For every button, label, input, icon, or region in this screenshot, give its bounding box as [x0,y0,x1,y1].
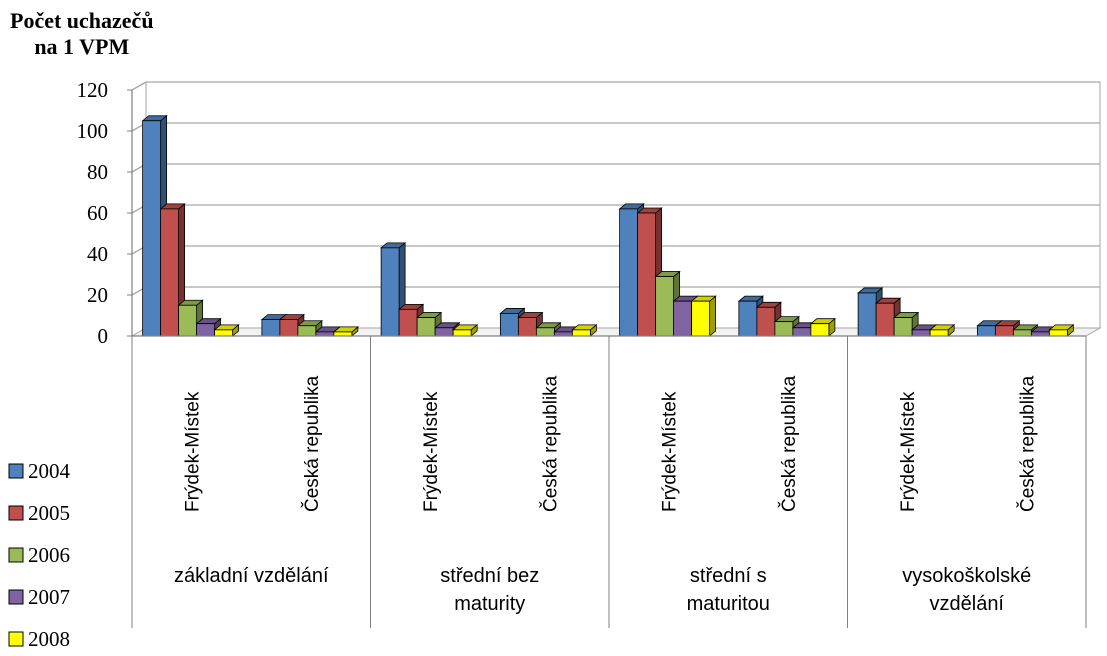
bar [810,323,830,337]
bar [452,329,472,337]
bar [535,327,555,337]
y-axis-title: Počet uchazečů na 1 VPM [10,8,154,60]
bar [637,212,657,337]
x-subcategory-label: Frýdek-Místek [421,391,442,512]
y-tick-label: 40 [87,242,108,266]
bar [792,327,812,337]
bar [571,329,591,337]
bar [619,208,639,337]
bar [893,317,913,337]
x-subcategory-label: Česká republika [301,375,323,512]
legend-swatch [8,505,24,521]
y-tick-label: 0 [98,324,109,348]
bar [261,319,281,337]
bar [911,329,931,337]
bar [196,323,216,337]
bar [398,308,418,337]
x-subcategory-label: Frýdek-Místek [183,391,204,512]
bar [553,331,573,337]
y-tick-label: 100 [77,119,109,143]
bar [380,247,400,337]
bar [160,208,180,337]
bar [499,313,519,337]
x-group-label: maturity [454,593,525,615]
x-group-label: maturitou [687,593,770,615]
bar [655,276,675,337]
legend-swatch [8,631,24,647]
bar [434,327,454,337]
legend-label: 2008 [28,627,70,651]
y-tick-label: 20 [87,283,108,307]
bar [875,302,895,337]
legend-swatch [8,463,24,479]
x-group-label: střední bez [440,565,539,587]
bar [315,331,335,337]
x-group-label: střední s [690,565,767,587]
bar [929,329,949,337]
bar [279,319,299,337]
x-subcategory-label: Česká republika [1016,375,1038,512]
y-tick-label: 60 [87,201,108,225]
bar [994,325,1014,337]
bar [178,304,198,337]
y-axis-title-line-2: na 1 VPM [34,34,130,59]
bar [738,300,758,337]
legend-label: 2006 [28,543,70,567]
bar [774,321,794,337]
x-subcategory-label: Česká republika [778,375,800,512]
bar [1030,331,1050,337]
bar [1048,329,1068,337]
bar [1012,329,1032,337]
bar [142,120,162,337]
y-axis-title-line-1: Počet uchazečů [10,8,154,33]
legend-swatch [8,547,24,563]
bar [517,317,537,337]
legend-label: 2005 [28,501,70,525]
x-subcategory-label: Česká republika [539,375,561,512]
legend-swatch [8,589,24,605]
bar [756,306,776,337]
bar [297,325,317,337]
bar [214,329,234,337]
bar [673,300,693,337]
bar [333,331,353,337]
bar [976,325,996,337]
x-subcategory-label: Frýdek-Místek [898,391,919,512]
y-tick-label: 80 [87,160,108,184]
legend-label: 2004 [28,459,71,483]
y-tick-label: 120 [77,78,109,102]
x-group-label: vzdělání [930,593,1005,615]
x-group-label: vysokoškolské [902,565,1031,587]
x-group-label: základní vzdělání [174,565,329,587]
x-subcategory-label: Frýdek-Místek [660,391,681,512]
bar [416,317,436,337]
bar [691,300,711,337]
gridline [131,81,1100,91]
bar [857,292,877,337]
bar-side [709,295,717,337]
legend-label: 2007 [28,585,70,609]
